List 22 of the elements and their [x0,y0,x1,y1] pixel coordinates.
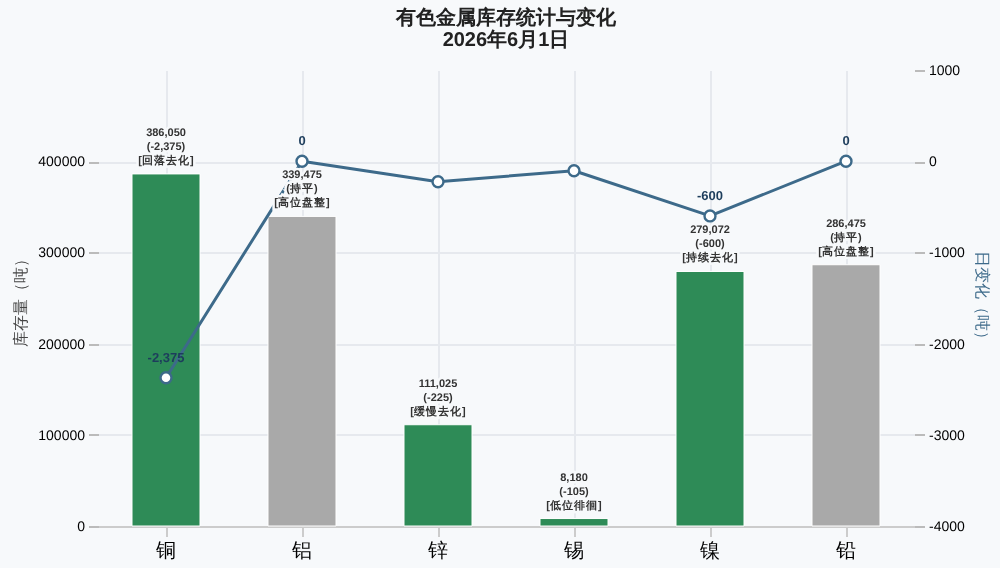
chart-title: 有色金属库存统计与变化 [394,6,618,30]
x-tick-label: 镍 [698,539,720,563]
x-tick-label: 铜 [154,541,176,563]
bar [403,424,473,527]
x-tick-label: 铅 [834,541,856,563]
x-tick-label: 锡 [562,541,584,563]
chart-subtitle: 2026年6月1日 [442,28,570,52]
point [839,154,853,168]
point [567,164,581,178]
y2-axis-title: 日变化（吨） [972,251,991,347]
bar [267,215,337,527]
point [431,175,445,189]
point [159,371,173,385]
bar [131,173,201,527]
x-tick-label: 锌 [426,539,448,563]
x-tick-label: 铝 [290,541,312,563]
bar [539,518,609,527]
bar [675,270,745,527]
point [295,154,309,168]
bar [811,264,881,527]
point [703,209,717,223]
y-axis-title: 库存量（吨） [12,251,31,347]
